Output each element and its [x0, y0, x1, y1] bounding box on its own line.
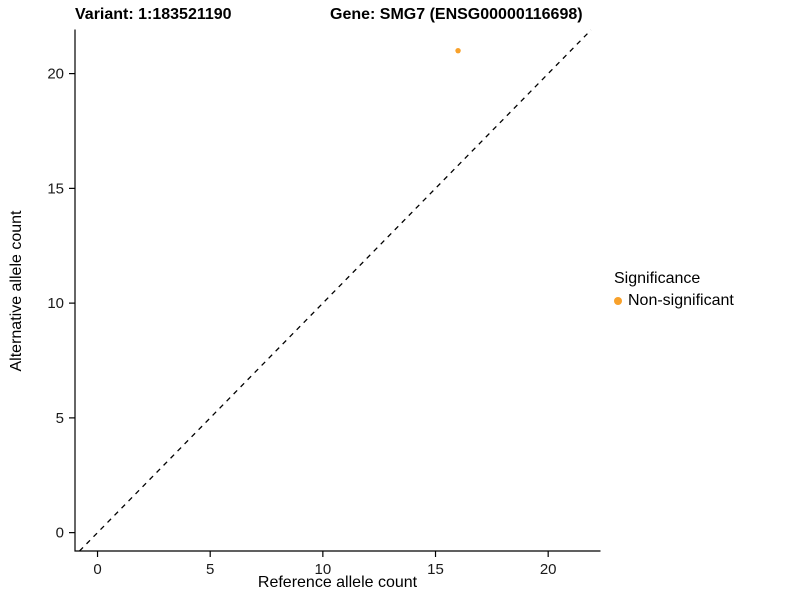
y-tick-label: 0 — [56, 525, 64, 542]
x-tick-label: 0 — [93, 561, 101, 578]
x-tick-label: 10 — [315, 561, 332, 578]
plot-title-variant: Variant: 1:183521190 — [75, 6, 232, 23]
y-axis-title: Alternative allele count — [8, 210, 25, 372]
x-axis-title: Reference allele count — [257, 574, 418, 591]
legend-title: Significance — [614, 270, 701, 287]
legend-dot-icon — [614, 297, 622, 305]
y-tick-label: 15 — [47, 180, 64, 197]
x-tick-label: 20 — [540, 561, 557, 578]
legend-item-label: Non-significant — [628, 292, 734, 309]
x-tick-label: 15 — [427, 561, 444, 578]
y-tick-label: 20 — [47, 66, 64, 83]
legend: Significance Non-significant — [614, 270, 734, 310]
data-point — [455, 47, 461, 54]
y-tick-label: 10 — [47, 295, 64, 312]
legend-item: Non-significant — [614, 292, 734, 310]
plot-title-gene: Gene: SMG7 (ENSG00000116698) — [330, 6, 583, 23]
identity-line — [79, 29, 592, 552]
y-tick-label: 5 — [56, 410, 64, 427]
x-tick-label: 5 — [206, 561, 214, 578]
